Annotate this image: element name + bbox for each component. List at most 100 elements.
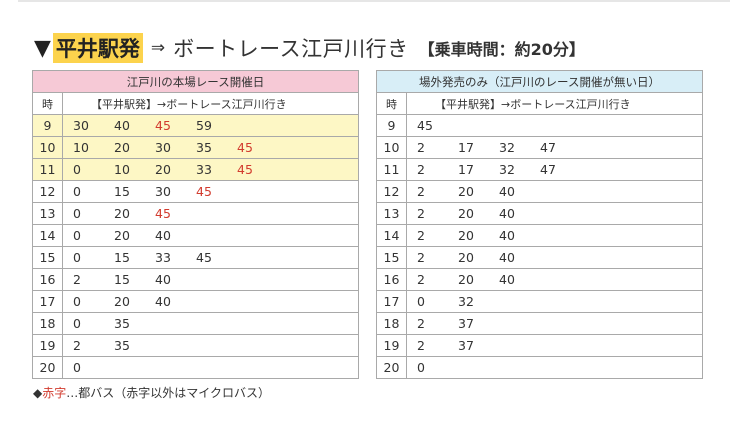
table-row: 11 2 17 32 47 [376, 158, 703, 181]
hour-cell: 10 [376, 136, 407, 159]
table-row: 9 45 [376, 114, 703, 137]
departure-minute: 30 [155, 140, 171, 155]
race-day-timetable: 江戸川の本場レース開催日 時 【平井駅発】→ボートレース江戸川行き 9 30 40 4… [32, 70, 359, 379]
hour-cell: 18 [32, 312, 63, 335]
minutes-cell: 2 37 [406, 334, 703, 357]
departure-minute: 40 [499, 272, 515, 287]
departure-minute: 40 [499, 184, 515, 199]
origin-station: 平井駅発 [52, 33, 143, 63]
departure-minute: 2 [417, 250, 425, 265]
minutes-cell: 2 20 40 [406, 180, 703, 203]
departure-minute: 32 [499, 162, 515, 177]
table-row: 15 2 20 40 [376, 246, 703, 269]
legend-text: …都バス（赤字以外はマイクロバス） [66, 386, 271, 400]
departure-minute: 0 [73, 184, 81, 199]
minutes-cell: 0 32 [406, 290, 703, 313]
departure-minute: 20 [458, 250, 474, 265]
toei-bus-departure: 45 [237, 140, 253, 155]
departure-minute: 47 [540, 162, 556, 177]
minutes-cell: 0 15 33 45 [62, 246, 359, 269]
departure-minute: 0 [73, 316, 81, 331]
table-row: 13 0 20 45 [32, 202, 359, 225]
departure-minute: 0 [73, 162, 81, 177]
minutes-cell: 10 20 30 35 45 [62, 136, 359, 159]
minutes-cell: 0 10 20 33 45 [62, 158, 359, 181]
minutes-cell: 0 20 45 [62, 202, 359, 225]
departure-minute: 40 [155, 272, 171, 287]
table-row: 13 2 20 40 [376, 202, 703, 225]
table-row: 12 2 20 40 [376, 180, 703, 203]
legend: ◆赤字…都バス（赤字以外はマイクロバス） [33, 384, 270, 401]
minutes-cell: 2 17 32 47 [406, 136, 703, 159]
table-row: 18 2 37 [376, 312, 703, 335]
hour-column-header: 時 [32, 92, 63, 115]
departure-minute: 17 [458, 140, 474, 155]
table-row: 10 2 17 32 47 [376, 136, 703, 159]
departure-minute: 32 [458, 294, 474, 309]
departure-minute: 20 [114, 294, 130, 309]
departure-minute: 40 [155, 294, 171, 309]
departure-minute: 33 [196, 162, 212, 177]
table-row: 18 0 35 [32, 312, 359, 335]
table-row: 16 2 20 40 [376, 268, 703, 291]
table-caption: 場外発売のみ（江戸川のレース開催が無い日） [376, 70, 703, 93]
minutes-cell: 0 20 40 [62, 224, 359, 247]
hour-cell: 9 [32, 114, 63, 137]
table-row: 17 0 32 [376, 290, 703, 313]
hour-cell: 9 [376, 114, 407, 137]
departure-minute: 2 [417, 228, 425, 243]
right-arrow-icon: ⇒ [150, 38, 166, 58]
hour-cell: 16 [376, 268, 407, 291]
departure-minute: 47 [540, 140, 556, 155]
minutes-cell: 2 37 [406, 312, 703, 335]
hour-cell: 14 [376, 224, 407, 247]
page-title: ▼ 平井駅発 ⇒ ボートレース江戸川行き 【乗車時間：約20分】 [34, 33, 585, 63]
departure-minute: 40 [499, 206, 515, 221]
departure-minute: 2 [417, 206, 425, 221]
minutes-cell: 45 [406, 114, 703, 137]
minutes-cell: 0 [406, 356, 703, 379]
departure-minute: 59 [196, 118, 212, 133]
departure-minute: 20 [458, 228, 474, 243]
table-row: 17 0 20 40 [32, 290, 359, 313]
departure-minute: 0 [73, 360, 81, 375]
departure-minute: 20 [114, 140, 130, 155]
departure-minute: 15 [114, 184, 130, 199]
toei-bus-departure: 45 [155, 206, 171, 221]
hour-cell: 20 [376, 356, 407, 379]
departure-minute: 2 [73, 338, 81, 353]
departure-minute: 45 [417, 118, 433, 133]
departure-minute: 20 [458, 184, 474, 199]
departure-minute: 2 [73, 272, 81, 287]
hour-cell: 14 [32, 224, 63, 247]
timetable-body: 9 30 40 45 59 10 10 20 30 35 45 11 0 10 20 33 45 12 0 15 30 4… [32, 114, 359, 379]
minutes-cell: 2 35 [62, 334, 359, 357]
departure-minute: 37 [458, 338, 474, 353]
hour-cell: 17 [32, 290, 63, 313]
hour-cell: 19 [376, 334, 407, 357]
top-divider [18, 0, 730, 2]
departure-minute: 45 [196, 250, 212, 265]
table-row: 20 0 [32, 356, 359, 379]
table-row: 19 2 37 [376, 334, 703, 357]
destination: ボートレース江戸川行き [173, 37, 409, 61]
table-header-row: 時 【平井駅発】→ボートレース江戸川行き [32, 92, 359, 115]
minutes-cell: 2 20 40 [406, 224, 703, 247]
ride-time: 【乗車時間：約20分】 [418, 40, 585, 59]
hour-cell: 11 [32, 158, 63, 181]
departure-minute: 0 [73, 228, 81, 243]
departure-minute: 37 [458, 316, 474, 331]
route-column-header: 【平井駅発】→ボートレース江戸川行き [406, 92, 703, 115]
hour-cell: 11 [376, 158, 407, 181]
hour-cell: 17 [376, 290, 407, 313]
table-row: 14 2 20 40 [376, 224, 703, 247]
table-row: 10 10 20 30 35 45 [32, 136, 359, 159]
departure-minute: 2 [417, 338, 425, 353]
departure-minute: 35 [196, 140, 212, 155]
minutes-cell: 2 20 40 [406, 202, 703, 225]
minutes-cell: 0 20 40 [62, 290, 359, 313]
minutes-cell: 0 15 30 45 [62, 180, 359, 203]
table-row: 12 0 15 30 45 [32, 180, 359, 203]
departure-minute: 35 [114, 316, 130, 331]
departure-minute: 32 [499, 140, 515, 155]
